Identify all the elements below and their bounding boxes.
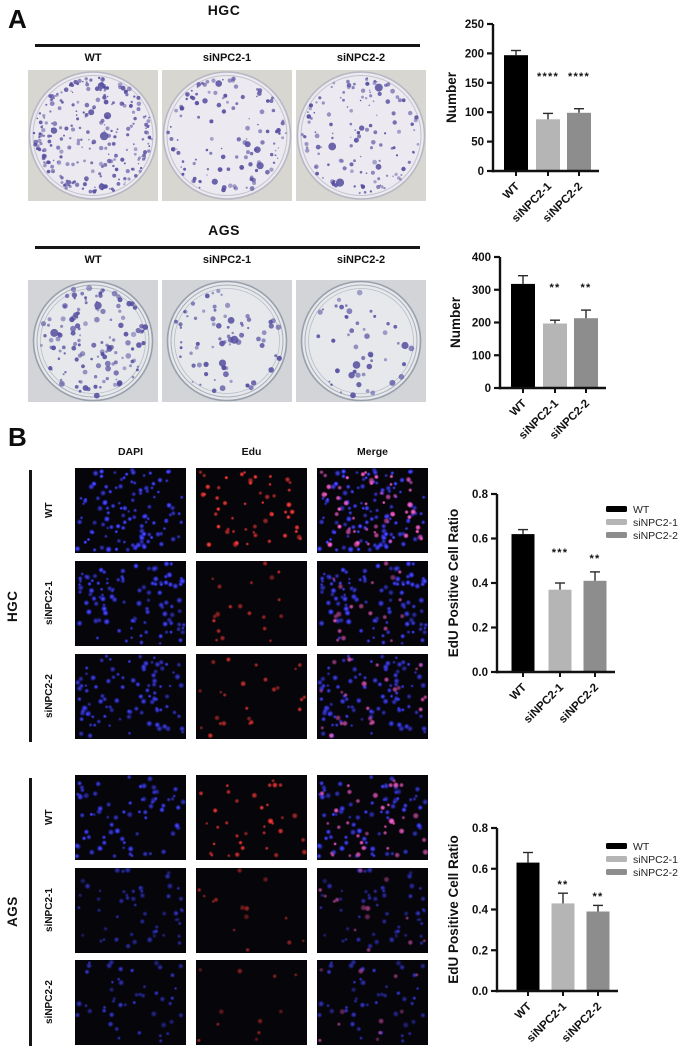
- colony-dish-ags-sinpc2-2: [296, 280, 426, 402]
- svg-text:0.0: 0.0: [472, 986, 488, 998]
- svg-text:0.6: 0.6: [472, 534, 488, 546]
- svg-text:0: 0: [485, 383, 491, 395]
- colony-hgc-cond-sinpc2-1: siNPC2-1: [202, 52, 252, 64]
- svg-text:WT: WT: [508, 398, 529, 419]
- colony-dish-ags-wt: [28, 280, 158, 402]
- svg-text:0.6: 0.6: [472, 864, 488, 876]
- channel-header-edu: Edu: [241, 446, 262, 458]
- micro-hgc-wt-dapi: [75, 468, 186, 553]
- micro-ags-sinpc2-1-dapi: [75, 868, 186, 953]
- svg-text:WT: WT: [633, 841, 650, 853]
- chart-colony-hgc: 0 50 100 150 200 250 WT siNPC2-1 **** siNPC2-2 ***…: [440, 6, 694, 232]
- svg-text:0.4: 0.4: [472, 578, 489, 590]
- micro-ags-sinpc2-2-edu: [196, 960, 307, 1045]
- svg-text:WT: WT: [501, 181, 522, 202]
- colony-ags-divider: [35, 246, 420, 249]
- edu-hgc-row-sinpc2-1: siNPC2-1: [44, 581, 55, 626]
- edu-ags-group-label: AGS: [5, 896, 20, 928]
- svg-text:Number: Number: [444, 71, 459, 123]
- colony-hgc-divider: [35, 44, 420, 47]
- svg-text:0.8: 0.8: [472, 489, 489, 501]
- colony-dish-hgc-sinpc2-1: [162, 70, 292, 201]
- svg-text:****: ****: [568, 71, 590, 83]
- svg-text:siNPC2-1: siNPC2-1: [633, 854, 678, 866]
- svg-text:EdU Positive Cell Ratio: EdU Positive Cell Ratio: [446, 509, 461, 658]
- micro-hgc-wt-edu: [196, 468, 307, 553]
- colony-hgc-cond-sinpc2-2: siNPC2-2: [336, 52, 386, 64]
- svg-text:**: **: [550, 282, 561, 294]
- edu-hgc-group-line: [29, 470, 32, 742]
- svg-text:WT: WT: [633, 504, 650, 516]
- svg-text:siNPC2-2: siNPC2-2: [633, 530, 678, 542]
- colony-ags-title: AGS: [208, 222, 240, 238]
- micro-ags-sinpc2-1-edu: [196, 868, 307, 953]
- svg-text:0.4: 0.4: [472, 905, 489, 917]
- micro-ags-wt-edu: [196, 775, 307, 860]
- colony-dish-ags-sinpc2-1: [162, 280, 292, 402]
- colony-dish-hgc-wt: [28, 70, 158, 201]
- chart-edu-hgc: 0.0 0.2 0.4 0.6 0.8 WT siNPC2-1 *** siNPC2-2 ** Ed…: [443, 470, 694, 780]
- svg-text:**: **: [581, 282, 592, 294]
- svg-text:0.2: 0.2: [472, 623, 488, 635]
- colony-ags-cond-sinpc2-2: siNPC2-2: [336, 254, 386, 266]
- micro-hgc-wt-merge: [317, 468, 428, 553]
- svg-text:150: 150: [465, 78, 484, 90]
- svg-text:**: **: [593, 891, 604, 903]
- svg-text:EdU Positive Cell Ratio: EdU Positive Cell Ratio: [446, 835, 461, 984]
- svg-text:0: 0: [478, 166, 484, 178]
- svg-text:****: ****: [537, 71, 559, 83]
- edu-ags-row-wt: WT: [44, 809, 55, 826]
- svg-text:**: **: [558, 879, 569, 891]
- panel-a-label: A: [8, 4, 27, 34]
- channel-header-merge: Merge: [357, 446, 388, 458]
- colony-hgc-cond-wt: WT: [84, 52, 102, 64]
- svg-text:50: 50: [471, 137, 484, 149]
- micro-hgc-sinpc2-1-edu: [196, 561, 307, 646]
- colony-dish-hgc-sinpc2-2: [296, 70, 426, 201]
- chart-colony-ags: 0 100 200 300 400 WT siNPC2-1 ** siNPC2-2 ** Numbe…: [440, 234, 694, 446]
- svg-text:WT: WT: [508, 682, 529, 703]
- svg-text:250: 250: [465, 19, 484, 31]
- chart-edu-ags: 0.0 0.2 0.4 0.6 0.8 WT siNPC2-1 ** siNPC2-2 ** EdU…: [443, 800, 694, 1052]
- micro-hgc-sinpc2-2-dapi: [75, 654, 186, 739]
- micro-hgc-sinpc2-1-merge: [317, 561, 428, 646]
- svg-text:0.2: 0.2: [472, 945, 488, 957]
- edu-hgc-group-label: HGC: [5, 590, 20, 622]
- svg-text:WT: WT: [513, 1001, 534, 1022]
- micro-hgc-sinpc2-1-dapi: [75, 561, 186, 646]
- edu-ags-row-sinpc2-2: siNPC2-2: [44, 980, 55, 1025]
- edu-ags-row-sinpc2-1: siNPC2-1: [44, 888, 55, 933]
- svg-text:100: 100: [472, 350, 491, 362]
- micro-hgc-sinpc2-2-merge: [317, 654, 428, 739]
- svg-text:siNPC2-2: siNPC2-2: [633, 867, 678, 879]
- colony-ags-cond-wt: WT: [84, 254, 102, 266]
- micro-ags-sinpc2-2-merge: [317, 960, 428, 1045]
- micro-ags-sinpc2-1-merge: [317, 868, 428, 953]
- svg-text:**: **: [590, 553, 601, 565]
- edu-hgc-row-sinpc2-2: siNPC2-2: [44, 674, 55, 719]
- svg-text:Number: Number: [448, 296, 463, 348]
- channel-header-dapi: DAPI: [117, 446, 144, 458]
- panel-b-label: B: [8, 422, 27, 452]
- svg-text:200: 200: [472, 318, 491, 330]
- svg-text:100: 100: [465, 107, 484, 119]
- svg-text:200: 200: [465, 48, 484, 60]
- svg-text:***: ***: [552, 547, 568, 559]
- micro-ags-sinpc2-2-dapi: [75, 960, 186, 1045]
- svg-text:0.8: 0.8: [472, 823, 489, 835]
- colony-hgc-title: HGC: [207, 2, 241, 18]
- svg-text:0.0: 0.0: [472, 667, 488, 679]
- micro-ags-wt-merge: [317, 775, 428, 860]
- svg-text:300: 300: [472, 285, 491, 297]
- micro-ags-wt-dapi: [75, 775, 186, 860]
- svg-text:400: 400: [472, 252, 491, 264]
- micro-hgc-sinpc2-2-edu: [196, 654, 307, 739]
- edu-ags-group-line: [29, 778, 32, 1046]
- svg-text:siNPC2-1: siNPC2-1: [633, 517, 678, 529]
- edu-hgc-row-wt: WT: [44, 502, 55, 519]
- colony-ags-cond-sinpc2-1: siNPC2-1: [202, 254, 252, 266]
